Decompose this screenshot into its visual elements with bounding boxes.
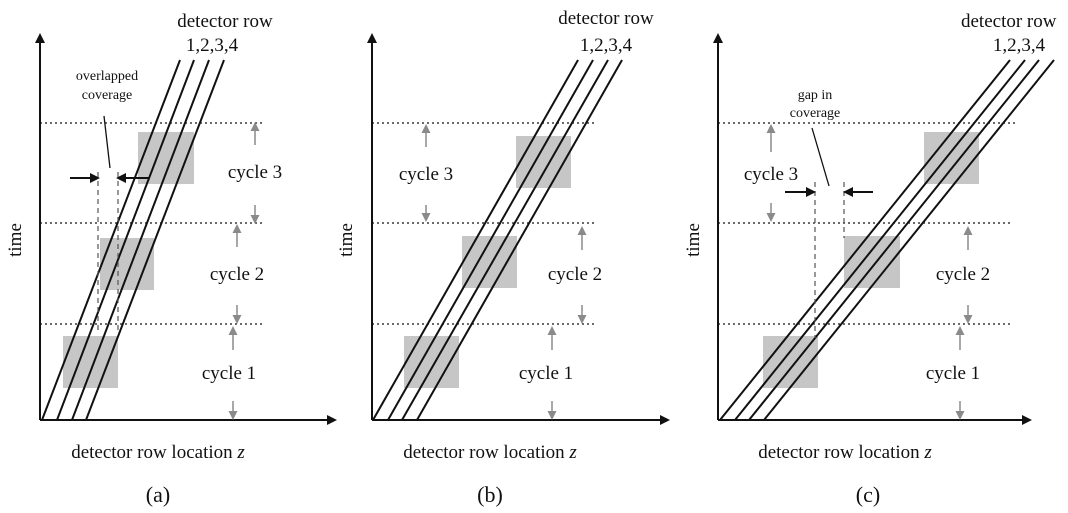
- y-axis-label: time: [683, 223, 704, 257]
- detector-row-line: [56, 59, 195, 421]
- x-axis-label: detector row location z: [71, 442, 245, 463]
- annotation-pointer: [103, 115, 111, 169]
- annotation-line-2: coverage: [790, 106, 841, 121]
- annotation-line-2: coverage: [82, 88, 133, 103]
- x-axis-variable: z: [923, 442, 932, 463]
- cycle-3-label: cycle 3: [228, 162, 282, 183]
- detector-row-line: [41, 59, 181, 421]
- y-axis-label: time: [336, 223, 357, 257]
- detector-row-line: [387, 59, 594, 421]
- detector-row-line: [748, 59, 1040, 421]
- row-header: detector row: [177, 11, 273, 32]
- panel-c: gap in coverage cycle 3 cycle 2 cycle 1 …: [683, 11, 1057, 507]
- x-axis-label-text: detector row location: [403, 442, 569, 463]
- cycle-3-label: cycle 3: [744, 164, 798, 185]
- detector-row-line: [85, 59, 225, 421]
- row-numbers: 1,2,3,4: [993, 35, 1046, 56]
- cycle-arrows: [228, 122, 260, 420]
- annotation-pointer: [811, 127, 830, 187]
- cycle-2-label: cycle 2: [548, 264, 602, 285]
- x-axis-label: detector row location z: [758, 442, 932, 463]
- x-axis-variable: z: [568, 442, 577, 463]
- detector-row-line: [71, 59, 210, 421]
- row-numbers: 1,2,3,4: [186, 35, 239, 56]
- caption-b: (b): [477, 482, 503, 507]
- caption-c: (c): [856, 482, 880, 507]
- row-numbers: 1,2,3,4: [580, 35, 633, 56]
- detector-row-line: [719, 59, 1011, 421]
- row-header: detector row: [558, 8, 654, 29]
- cycle-arrows: [766, 124, 973, 420]
- annotation-line-1: overlapped: [76, 69, 138, 84]
- x-axis-variable: z: [236, 442, 245, 463]
- caption-a: (a): [146, 482, 170, 507]
- annotation-line-1: gap in: [798, 88, 833, 103]
- detector-row-line: [401, 59, 609, 421]
- x-axis-label-text: detector row location: [758, 442, 924, 463]
- x-axis-label-text: detector row location: [71, 442, 237, 463]
- panel-b: cycle 3 cycle 2 cycle 1 detector row 1,2…: [336, 8, 670, 507]
- cycle-1-label: cycle 1: [926, 363, 980, 384]
- detector-row-line: [763, 59, 1055, 421]
- y-axis-label: time: [5, 223, 26, 257]
- cycle-1-label: cycle 1: [519, 363, 573, 384]
- detector-row-line: [416, 59, 623, 421]
- cycle-2-label: cycle 2: [936, 264, 990, 285]
- detector-row-line: [372, 59, 579, 421]
- acquisition-block: [462, 236, 517, 288]
- panel-a: overlapped coverage cycle 3 cycle 2 cycl…: [5, 11, 337, 507]
- cycle-arrows: [421, 124, 587, 420]
- cycle-1-label: cycle 1: [202, 363, 256, 384]
- detector-row-line: [734, 59, 1026, 421]
- row-header: detector row: [961, 11, 1057, 32]
- cycle-2-label: cycle 2: [210, 264, 264, 285]
- cycle-3-label: cycle 3: [399, 164, 453, 185]
- x-axis-label: detector row location z: [403, 442, 577, 463]
